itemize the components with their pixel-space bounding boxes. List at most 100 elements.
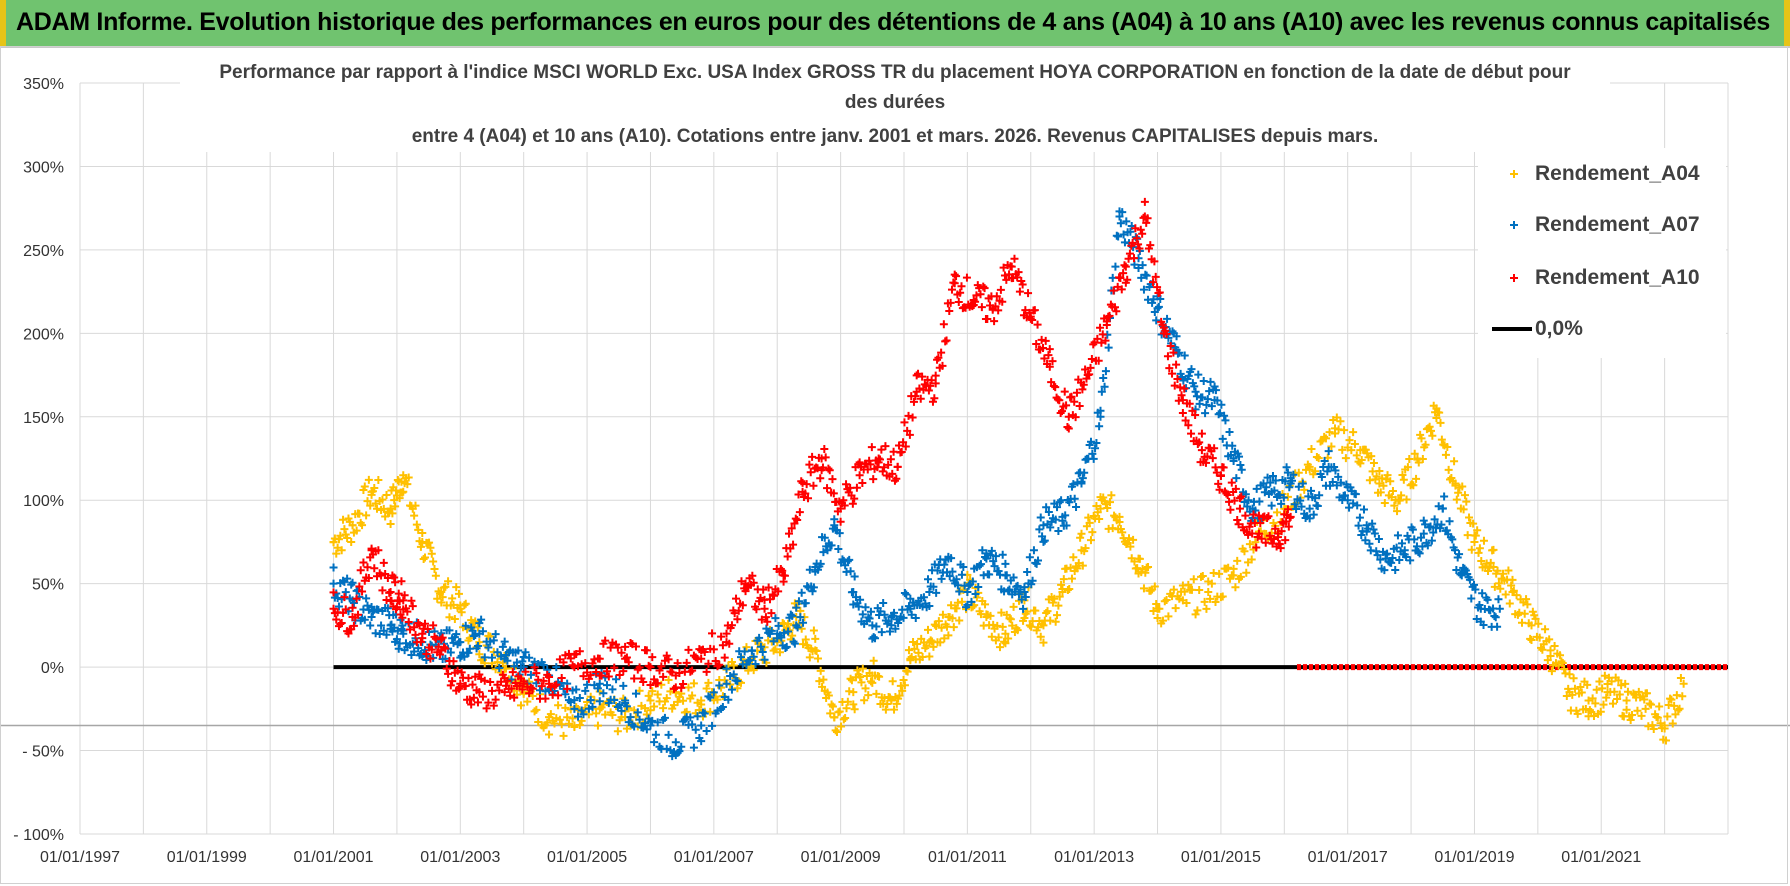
data-point-Rendement_A07	[819, 548, 828, 557]
data-point-Rendement_A07	[820, 533, 829, 542]
data-point-Rendement_A10	[1033, 320, 1042, 329]
data-point-Rendement_A04	[613, 727, 622, 736]
data-point-Rendement_A07	[1119, 230, 1128, 239]
data-point-Rendement_A04	[998, 622, 1007, 631]
data-point-Rendement_A07	[869, 633, 878, 642]
data-point-Rendement_A10	[679, 680, 688, 689]
x-tick-label: 01/01/2013	[1054, 849, 1134, 866]
data-point-Rendement_A04	[1195, 585, 1204, 594]
data-point-Rendement_A10	[937, 348, 946, 357]
data-point-Rendement_A10	[1096, 323, 1105, 332]
data-point-Rendement_A07	[990, 562, 999, 571]
data-point-Rendement_A10	[1025, 308, 1034, 317]
data-point-Rendement_A10	[532, 669, 541, 678]
data-point-Rendement_A07	[1297, 502, 1306, 511]
anchor-point-Rendement_A04	[595, 704, 604, 713]
data-point-Rendement_A07	[1427, 536, 1436, 545]
series-cloud-Rendement_A07	[329, 207, 1503, 761]
data-point-Rendement_A07	[1430, 515, 1439, 524]
data-point-Rendement_A07	[1309, 510, 1318, 519]
data-point-Rendement_A07	[1187, 365, 1196, 374]
data-point-Rendement_A04	[437, 598, 446, 607]
anchor-point-Rendement_A04	[386, 504, 395, 513]
data-point-Rendement_A10	[700, 648, 709, 657]
data-point-Rendement_A07	[907, 610, 916, 619]
data-point-Rendement_A04	[381, 512, 390, 521]
data-point-Rendement_A10	[912, 371, 921, 380]
data-point-Rendement_A04	[1450, 457, 1459, 466]
data-point-Rendement_A04	[452, 583, 461, 592]
anchor-point-Rendement_A04	[1641, 704, 1650, 713]
data-point-Rendement_A10	[480, 676, 489, 685]
data-point-Rendement_A07	[1289, 470, 1298, 479]
data-point-Rendement_A10	[1151, 272, 1160, 281]
data-point-Rendement_A04	[1435, 408, 1444, 417]
data-point-Rendement_A04	[1363, 449, 1372, 458]
data-point-Rendement_A07	[1292, 505, 1301, 514]
data-point-Rendement_A04	[340, 525, 349, 534]
data-point-Rendement_A07	[727, 685, 736, 694]
data-point-Rendement_A04	[498, 658, 507, 667]
data-point-Rendement_A04	[1081, 544, 1090, 553]
data-point-Rendement_A04	[1193, 606, 1202, 615]
data-point-Rendement_A04	[1599, 700, 1608, 709]
data-point-Rendement_A07	[1483, 595, 1492, 604]
data-point-Rendement_A07	[651, 730, 660, 739]
data-point-Rendement_A04	[543, 718, 552, 727]
data-point-Rendement_A07	[948, 567, 957, 576]
report-title: ADAM Informe. Evolution historique des p…	[16, 8, 1770, 36]
data-point-Rendement_A07	[420, 646, 429, 655]
data-point-Rendement_A04	[1110, 511, 1119, 520]
data-point-Rendement_A10	[852, 483, 861, 492]
anchor-point-Rendement_A10	[950, 279, 959, 288]
data-point-Rendement_A07	[401, 639, 410, 648]
data-point-Rendement_A04	[1595, 677, 1604, 686]
data-point-Rendement_A10	[489, 701, 498, 710]
data-point-Rendement_A07	[653, 718, 662, 727]
data-point-Rendement_A04	[1387, 493, 1396, 502]
data-point-Rendement_A10	[976, 290, 985, 299]
data-point-Rendement_A10	[1135, 244, 1144, 253]
banner-accent-right	[1784, 0, 1790, 46]
data-point-Rendement_A10	[427, 645, 436, 654]
data-point-Rendement_A10	[486, 678, 495, 687]
data-point-Rendement_A04	[1224, 563, 1233, 572]
data-point-Rendement_A10	[1040, 354, 1049, 363]
data-point-Rendement_A10	[631, 642, 640, 651]
data-point-Rendement_A07	[835, 529, 844, 538]
data-point-Rendement_A10	[1072, 388, 1081, 397]
data-point-Rendement_A04	[1247, 555, 1256, 564]
data-point-Rendement_A10	[945, 306, 954, 315]
anchor-point-Rendement_A04	[1603, 688, 1612, 697]
data-point-Rendement_A07	[1423, 541, 1432, 550]
data-point-Rendement_A10	[1087, 355, 1096, 364]
data-point-Rendement_A07	[899, 613, 908, 622]
data-point-Rendement_A04	[959, 586, 968, 595]
data-point-Rendement_A04	[1678, 692, 1687, 701]
data-point-Rendement_A04	[842, 704, 851, 713]
data-point-Rendement_A07	[581, 686, 590, 695]
data-point-Rendement_A10	[530, 663, 539, 672]
data-point-Rendement_A10	[1177, 391, 1186, 400]
data-point-Rendement_A04	[404, 473, 413, 482]
anchor-point-Rendement_A10	[988, 304, 997, 313]
data-point-Rendement_A04	[1602, 693, 1611, 702]
data-point-Rendement_A10	[503, 676, 512, 685]
data-point-Rendement_A04	[1452, 495, 1461, 504]
data-point-Rendement_A10	[998, 297, 1007, 306]
data-point-Rendement_A10	[1284, 522, 1293, 531]
data-point-Rendement_A07	[809, 583, 818, 592]
data-point-Rendement_A04	[918, 653, 927, 662]
data-point-Rendement_A07	[1116, 219, 1125, 228]
data-point-Rendement_A07	[1001, 559, 1010, 568]
data-point-Rendement_A04	[1407, 480, 1416, 489]
data-point-Rendement_A10	[828, 475, 837, 484]
data-point-Rendement_A10	[356, 566, 365, 575]
data-point-Rendement_A07	[1290, 500, 1299, 509]
data-point-Rendement_A04	[1454, 488, 1463, 497]
data-point-Rendement_A04	[1474, 548, 1483, 557]
data-point-Rendement_A10	[332, 615, 341, 624]
data-point-Rendement_A07	[1307, 486, 1316, 495]
data-point-Rendement_A07	[794, 597, 803, 606]
data-point-Rendement_A10	[1105, 311, 1114, 320]
